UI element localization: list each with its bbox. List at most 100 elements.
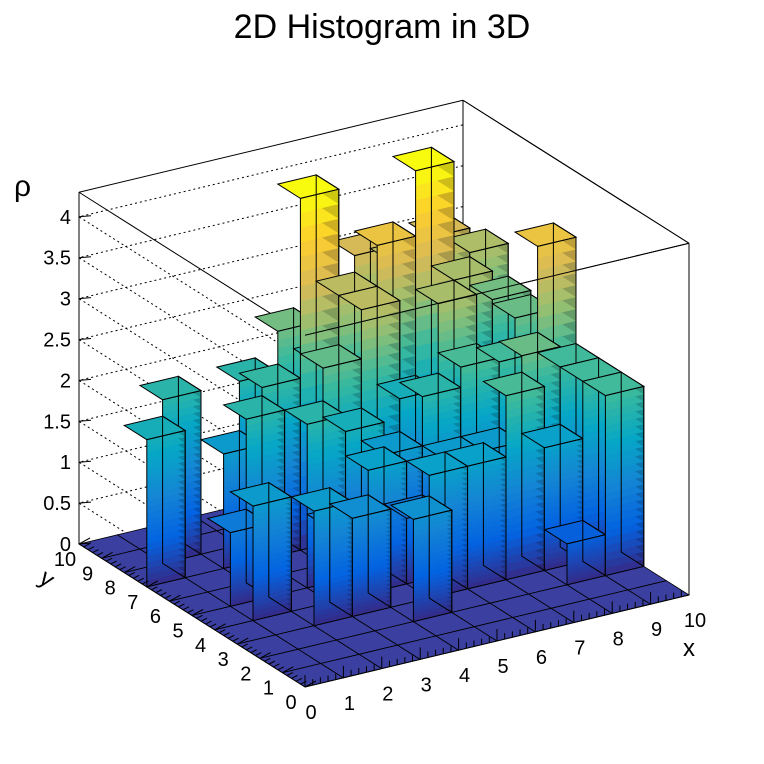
y-tick [169, 594, 181, 602]
z-tick-label: 0 [60, 534, 71, 556]
y-minor-tick [137, 577, 144, 582]
z-tick-label: 2.5 [43, 330, 71, 352]
z-axis-title: ρ [14, 170, 31, 203]
axes: 0 1 2 3 4 5 6 7 8 9 1001234567891000.511.522.533.5… [43, 192, 706, 724]
z-tick-label: 4 [60, 207, 71, 229]
y-minor-tick [133, 574, 140, 579]
y-tick-label: 5 [172, 621, 183, 643]
z-tick [78, 419, 92, 422]
z-tick-label: 1 [60, 452, 71, 474]
y-minor-tick [268, 660, 276, 665]
z-tick [78, 501, 92, 504]
z-tick-label: 3 [60, 289, 71, 311]
y-minor-tick [96, 551, 104, 556]
x-tick-label: 10 [684, 610, 706, 632]
y-minor-tick [227, 634, 235, 639]
y-minor-tick [114, 563, 122, 568]
bar [543, 519, 607, 586]
y-tick-label: 10 [54, 549, 76, 571]
z-tick [78, 378, 92, 381]
z-tick-label: 2 [60, 370, 71, 392]
y-minor-tick [142, 580, 149, 585]
y-minor-tick [182, 606, 190, 611]
y-tick-label: 4 [195, 635, 206, 657]
y-minor-tick [291, 674, 298, 679]
y-minor-tick [164, 594, 172, 599]
y-tick [236, 637, 249, 645]
x-tick-label: 2 [382, 684, 393, 706]
frame-front [304, 99, 690, 336]
bar [122, 415, 187, 588]
frame-edge [78, 191, 306, 336]
y-tick [282, 666, 294, 674]
y-minor-tick [178, 603, 185, 608]
y-axis-title: y [34, 564, 59, 593]
x-tick-label: 8 [613, 628, 624, 650]
z-tick [78, 460, 92, 463]
z-tick-label: 0.5 [43, 493, 71, 515]
y-minor-tick [223, 632, 230, 636]
y-tick [101, 551, 113, 559]
bar [482, 371, 546, 581]
y-tick-label: 0 [285, 692, 296, 714]
y-tick-label: 3 [218, 649, 229, 671]
x-tick-label: 7 [574, 638, 585, 660]
z-gridline [77, 124, 464, 361]
y-minor-tick [105, 557, 113, 562]
y-minor-tick [83, 543, 90, 548]
y-tick-label: 1 [263, 678, 274, 700]
z-tick [78, 215, 92, 218]
y-minor-tick [286, 672, 294, 677]
y-tick-label: 2 [240, 663, 251, 685]
x-tick-label: 1 [344, 693, 355, 715]
y-minor-tick [255, 652, 262, 656]
y-minor-tick [173, 600, 181, 605]
frame-edge [462, 99, 690, 244]
x-tick-label: 4 [459, 665, 470, 687]
y-tick-label: 9 [82, 563, 93, 585]
bar-side-edge [177, 375, 202, 556]
y-minor-tick [232, 637, 239, 642]
y-minor-tick [246, 646, 253, 651]
y-minor-tick [151, 586, 158, 591]
y-minor-tick [200, 617, 208, 622]
y-minor-tick [92, 549, 99, 554]
y-tick [304, 680, 317, 688]
bar [328, 493, 393, 618]
x-tick-label: 3 [421, 674, 432, 696]
y-minor-tick [205, 620, 212, 625]
y-minor-tick [128, 572, 135, 576]
frame-edge [78, 99, 464, 193]
y-minor-tick [209, 623, 217, 628]
y-minor-tick [250, 649, 257, 654]
bars [122, 146, 646, 627]
x-axis-title: x [683, 635, 695, 662]
y-minor-tick [218, 629, 226, 634]
chart-title: 2D Histogram in 3D [234, 8, 531, 46]
x-tick-label: 9 [651, 619, 662, 641]
bar [389, 494, 454, 623]
y-tick [146, 580, 159, 588]
y-minor-tick [155, 589, 163, 594]
y-minor-tick [160, 592, 167, 596]
x-tick-label: 5 [497, 656, 508, 678]
y-tick-label: 6 [150, 606, 161, 628]
y-tick [191, 609, 204, 616]
z-tick [78, 256, 92, 259]
z-tick [78, 297, 92, 300]
y-minor-tick [119, 566, 126, 571]
bar [443, 441, 508, 590]
y-minor-tick [241, 643, 248, 648]
frame-edge [304, 242, 690, 336]
bar-side-edge [620, 371, 645, 568]
bar-side-edge [428, 494, 453, 614]
y-tick-label: 8 [105, 578, 116, 600]
y-minor-tick [196, 614, 203, 619]
y-minor-tick [187, 609, 194, 614]
y-minor-tick [264, 657, 271, 662]
y-tick [78, 537, 91, 545]
bar [581, 371, 646, 577]
y-minor-tick [300, 680, 307, 685]
y-tick [123, 566, 136, 574]
